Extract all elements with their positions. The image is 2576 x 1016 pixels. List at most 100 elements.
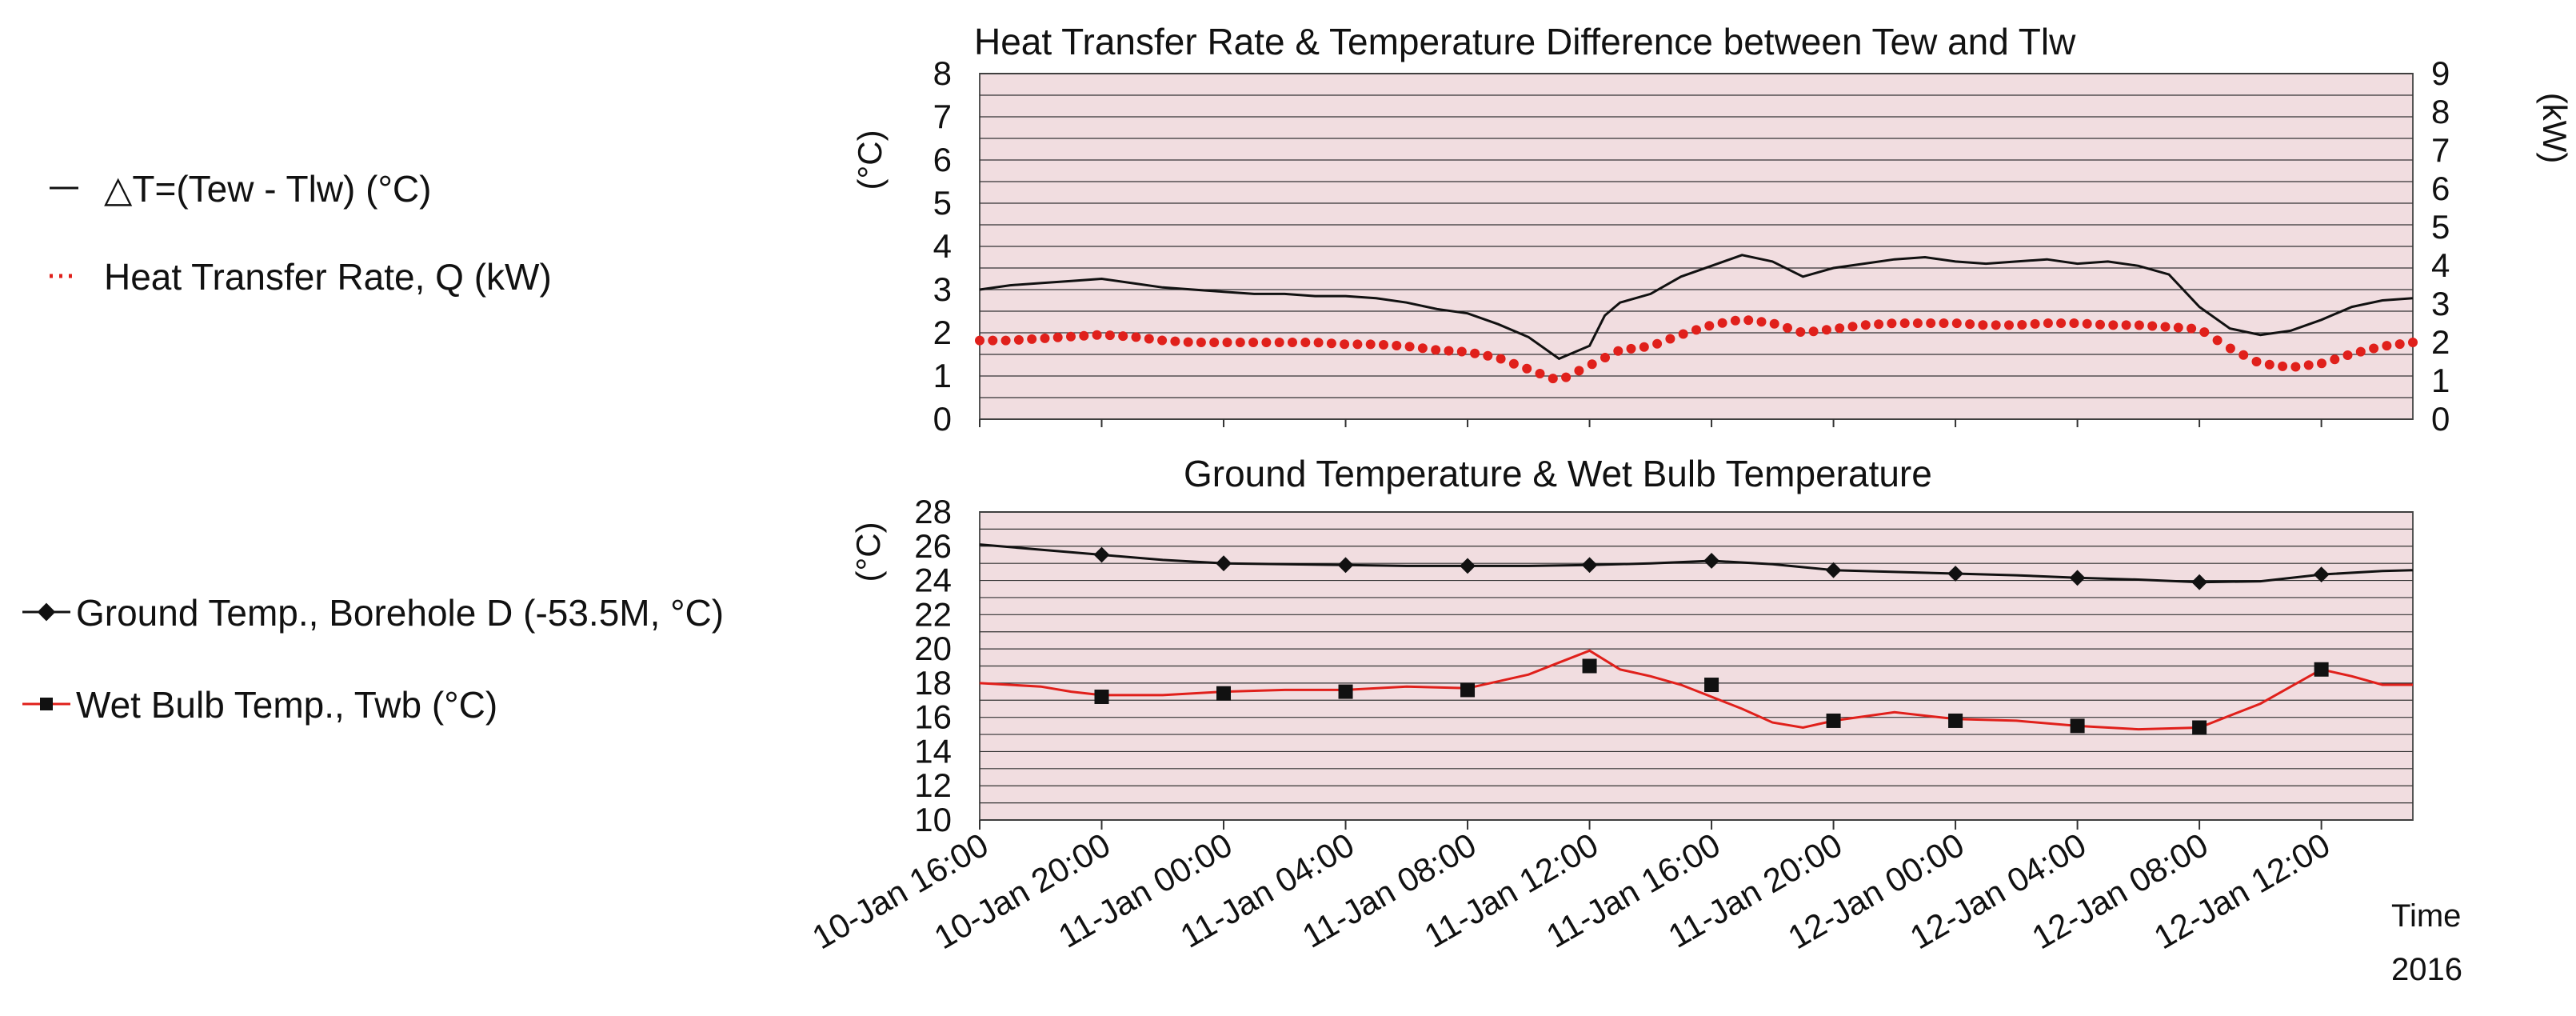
heat-transfer-point: [1717, 318, 1727, 328]
bottom-left-tick-label: 14: [914, 732, 952, 770]
top-series: [975, 254, 2418, 384]
ground-temp-marker: [2313, 566, 2330, 582]
heat-transfer-point: [1079, 330, 1089, 341]
heat-transfer-point: [1899, 318, 1910, 328]
heat-transfer-point: [1052, 332, 1063, 342]
top-right-tick-label: 0: [2431, 400, 2450, 438]
heat-transfer-point: [1835, 323, 1845, 334]
heat-transfer-point: [2290, 362, 2301, 372]
heat-transfer-point: [2394, 339, 2405, 350]
heat-transfer-point: [2030, 318, 2040, 329]
heat-transfer-point: [1131, 332, 1141, 342]
heat-transfer-point: [1912, 318, 1923, 328]
heat-transfer-point: [2069, 318, 2079, 328]
heat-transfer-point: [1222, 338, 1232, 347]
wet-bulb-marker: [1582, 658, 1597, 674]
heat-transfer-point: [1769, 318, 1779, 329]
top-left-tick-label: 5: [933, 184, 952, 222]
heat-transfer-point: [2108, 320, 2119, 330]
heat-transfer-point: [2056, 318, 2067, 328]
heat-transfer-point: [1027, 334, 1037, 344]
heat-transfer-point: [1626, 343, 1636, 354]
top-left-axis-label: (°C): [851, 130, 889, 190]
heat-transfer-point: [1235, 338, 1245, 347]
delta-t-line: [979, 254, 2414, 361]
x-axis-year-label: 2016: [2391, 952, 2462, 987]
heat-transfer-point: [1196, 338, 1206, 347]
top-right-tick-label: 5: [2431, 208, 2450, 246]
heat-transfer-point: [1144, 334, 1154, 344]
legend-wet-bulb-label: Wet Bulb Temp., Twb (°C): [76, 684, 497, 726]
wet-bulb-marker: [1094, 690, 1109, 704]
heat-transfer-point: [1444, 346, 1454, 356]
heat-transfer-point: [1847, 322, 1858, 332]
heat-transfer-point: [1587, 359, 1597, 370]
heat-transfer-point: [1170, 336, 1180, 346]
heat-transfer-point: [2095, 319, 2105, 330]
heat-transfer-point: [1600, 353, 1610, 362]
heat-transfer-point: [1522, 363, 1532, 374]
top-left-tick-label: 6: [933, 141, 952, 178]
ground-temp-marker: [1216, 555, 1232, 572]
heat-transfer-point: [1743, 315, 1754, 326]
heat-transfer-point: [2264, 359, 2274, 370]
heat-transfer-point: [1118, 331, 1128, 342]
heat-transfer-point: [1548, 374, 1558, 384]
heat-transfer-point: [1887, 318, 1897, 329]
heat-transfer-point: [2408, 338, 2418, 347]
top-right-tick-label: 7: [2431, 131, 2450, 169]
x-axis-time-label: Time: [2391, 898, 2461, 934]
heat-transfer-point: [1978, 320, 1988, 330]
heat-transfer-point: [1795, 327, 1806, 337]
heat-transfer-point: [1379, 340, 1388, 350]
heat-transfer-point: [1092, 330, 1102, 340]
top-right-tick-label: 8: [2431, 93, 2450, 130]
wet-bulb-marker: [2192, 720, 2207, 735]
heat-transfer-point: [1874, 319, 1884, 330]
top-left-tick-label: 0: [933, 400, 952, 438]
wet-bulb-line: [979, 649, 2413, 731]
heat-transfer-point: [1274, 338, 1284, 347]
heat-transfer-point: [1013, 334, 1024, 345]
top-left-axis-ticks: 0 1 2 3 4 5 6 7 8: [933, 54, 952, 438]
heat-transfer-point: [2278, 361, 2288, 371]
heat-transfer-point: [1313, 338, 1324, 348]
heat-transfer-point: [1404, 342, 1415, 352]
heat-transfer-point: [1000, 335, 1011, 346]
heat-transfer-point: [1704, 321, 1715, 331]
heat-transfer-point: [2330, 354, 2340, 365]
bottom-left-tick-label: 28: [914, 493, 952, 530]
top-right-axis-label: (kW): [2536, 93, 2574, 164]
heat-transfer-point: [1991, 320, 2001, 330]
ground-temp-marker: [1337, 557, 1354, 574]
top-chart-title: Heat Transfer Rate & Temperature Differe…: [974, 21, 2076, 62]
heat-transfer-point: [1417, 343, 1428, 354]
heat-transfer-point: [2303, 360, 2314, 370]
heat-transfer-point: [1392, 341, 1402, 350]
heat-transfer-point: [2082, 318, 2092, 329]
wet-bulb-marker: [1460, 682, 1476, 698]
heat-transfer-point: [1483, 350, 1493, 361]
top-right-tick-label: 4: [2431, 246, 2450, 284]
heat-transfer-point: [1756, 317, 1767, 327]
heat-transfer-point: [1340, 339, 1350, 350]
wet-bulb-marker: [1216, 686, 1232, 701]
wet-bulb-marker: [1338, 684, 1353, 699]
heat-transfer-point: [1470, 348, 1480, 358]
top-grid: [980, 73, 2413, 420]
top-left-tick-label: 7: [933, 98, 952, 135]
heat-transfer-point: [2342, 350, 2353, 360]
legend-heat-transfer-label: Heat Transfer Rate, Q (kW): [104, 256, 552, 298]
bottom-left-tick-label: 24: [914, 562, 952, 599]
top-right-tick-label: 3: [2431, 285, 2450, 322]
heat-transfer-point: [1678, 329, 1688, 339]
bottom-left-tick-label: 20: [914, 630, 952, 667]
heat-transfer-point: [1535, 369, 1545, 378]
heat-transfer-point: [2134, 320, 2144, 330]
heat-transfer-point: [1561, 372, 1572, 382]
bottom-left-tick-label: 22: [914, 595, 952, 633]
heat-transfer-point: [1365, 339, 1376, 350]
